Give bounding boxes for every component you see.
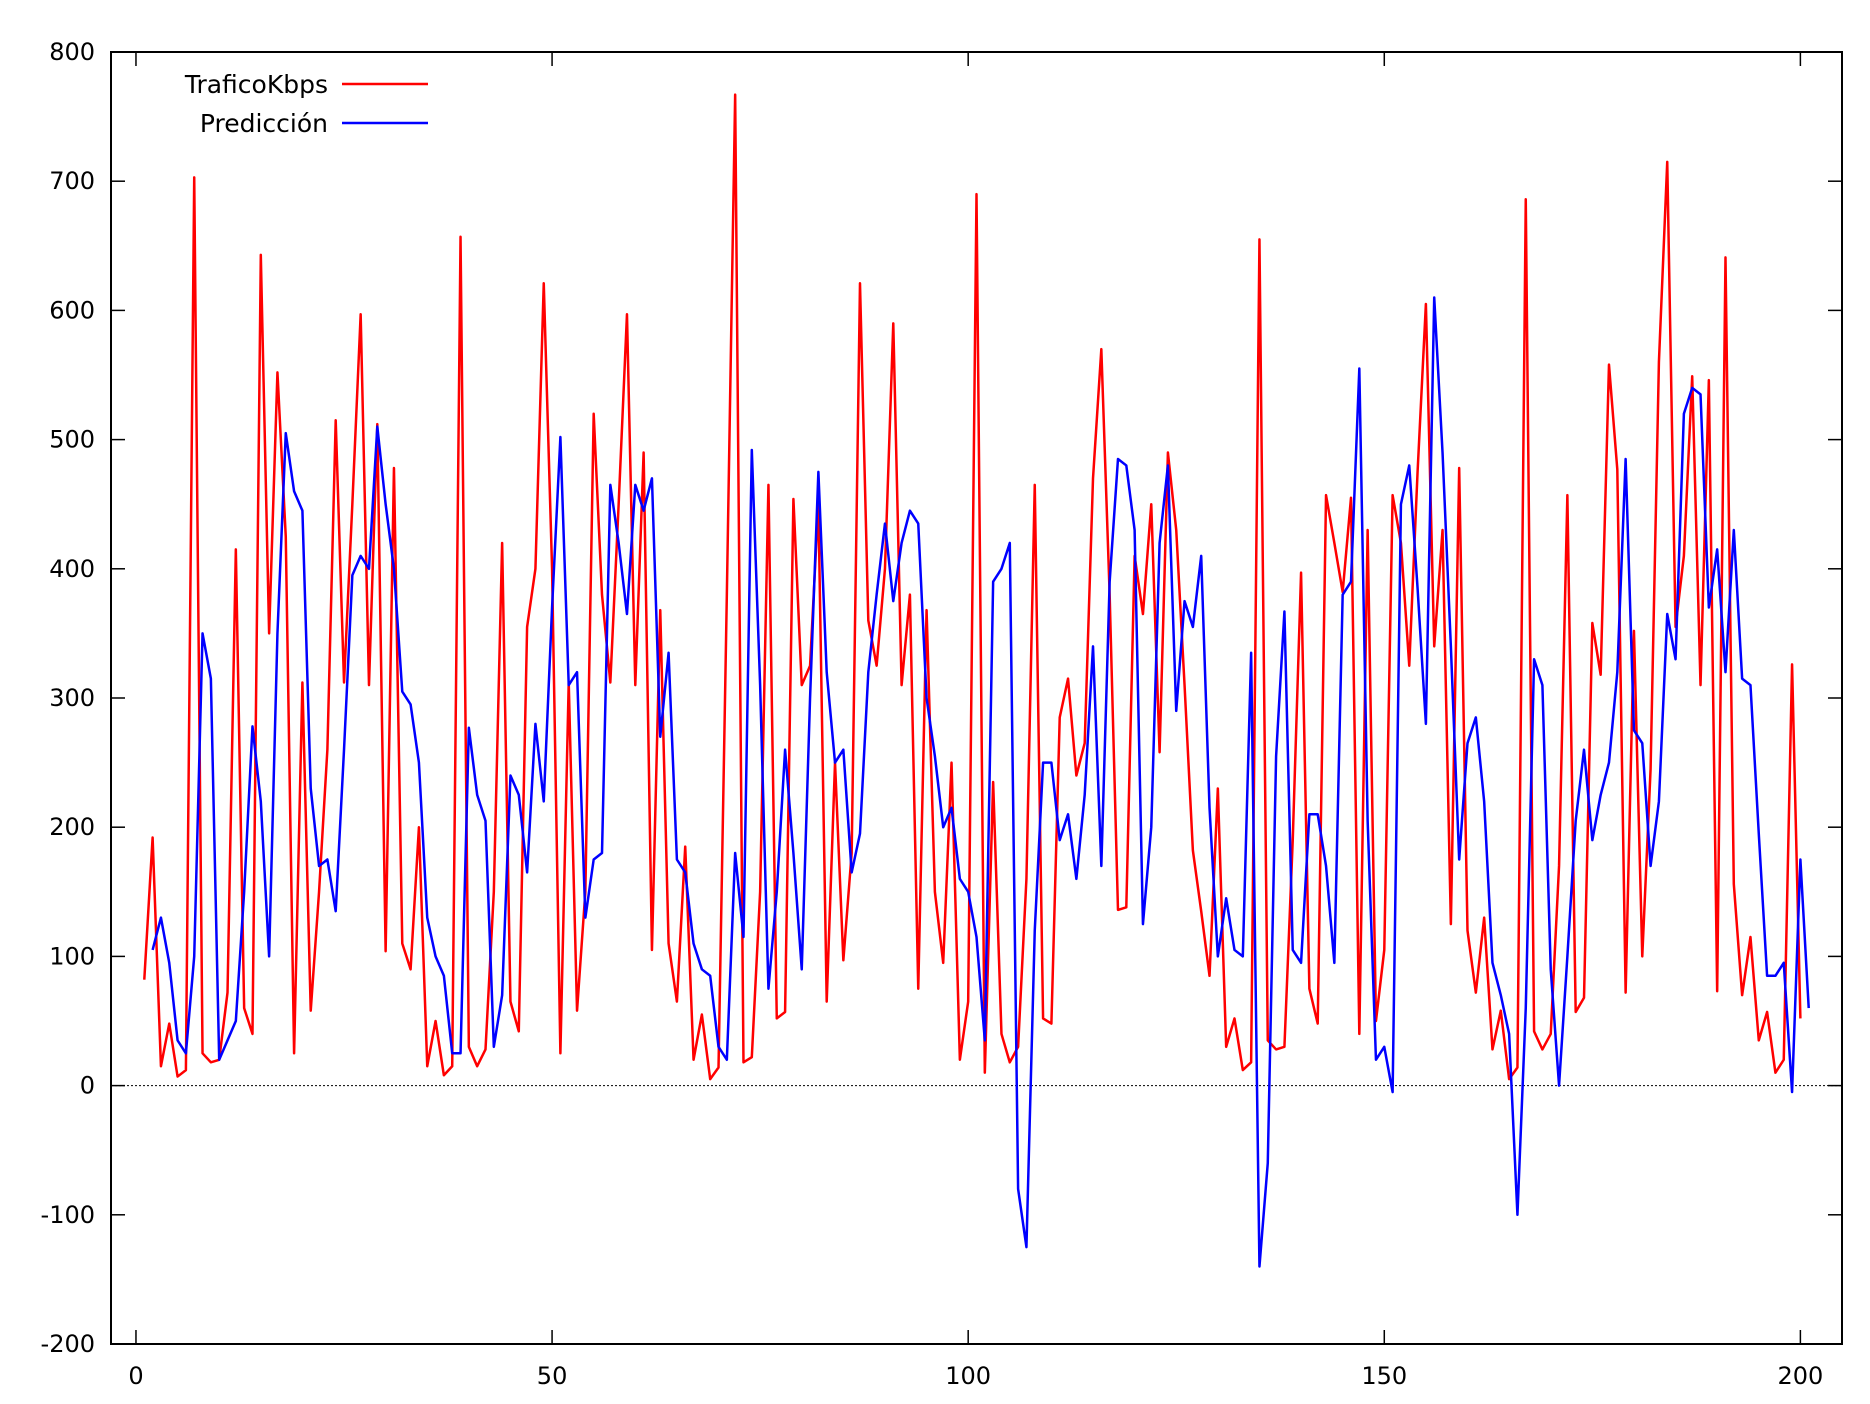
- x-tick-label: 0: [128, 1362, 143, 1390]
- axes: -200 -100 0 100 200 300 400 500 600 700 800 0 50 100 1…: [41, 38, 1842, 1390]
- x-tick-label: 200: [1777, 1362, 1823, 1390]
- y-tick-label: 400: [49, 555, 95, 583]
- y-tick-label: 0: [80, 1072, 95, 1100]
- y-tick-label: 300: [49, 684, 95, 712]
- y-tick-label: 100: [49, 942, 95, 970]
- x-tick-label: 100: [945, 1362, 991, 1390]
- y-tick-label: 600: [49, 296, 95, 324]
- series-line-traficokbps: [143, 93, 1802, 1081]
- y-tick-label: 700: [49, 167, 95, 195]
- series-layer: [143, 93, 1810, 1268]
- y-tick-label: 800: [49, 38, 95, 66]
- plot-frame: [110, 51, 1843, 1345]
- y-tick-label: -100: [41, 1201, 95, 1229]
- x-tick-label: 150: [1361, 1362, 1407, 1390]
- y-tick-label: 200: [49, 813, 95, 841]
- y-tick-label: -200: [41, 1330, 95, 1358]
- legend-label-traficokbps: TraficoKbps: [184, 70, 328, 99]
- y-tick-label: 500: [49, 426, 95, 454]
- series-line-prediccion: [151, 296, 1810, 1268]
- legend: TraficoKbps Predicción: [184, 70, 428, 138]
- x-tick-label: 50: [537, 1362, 568, 1390]
- legend-label-prediccion: Predicción: [200, 109, 328, 138]
